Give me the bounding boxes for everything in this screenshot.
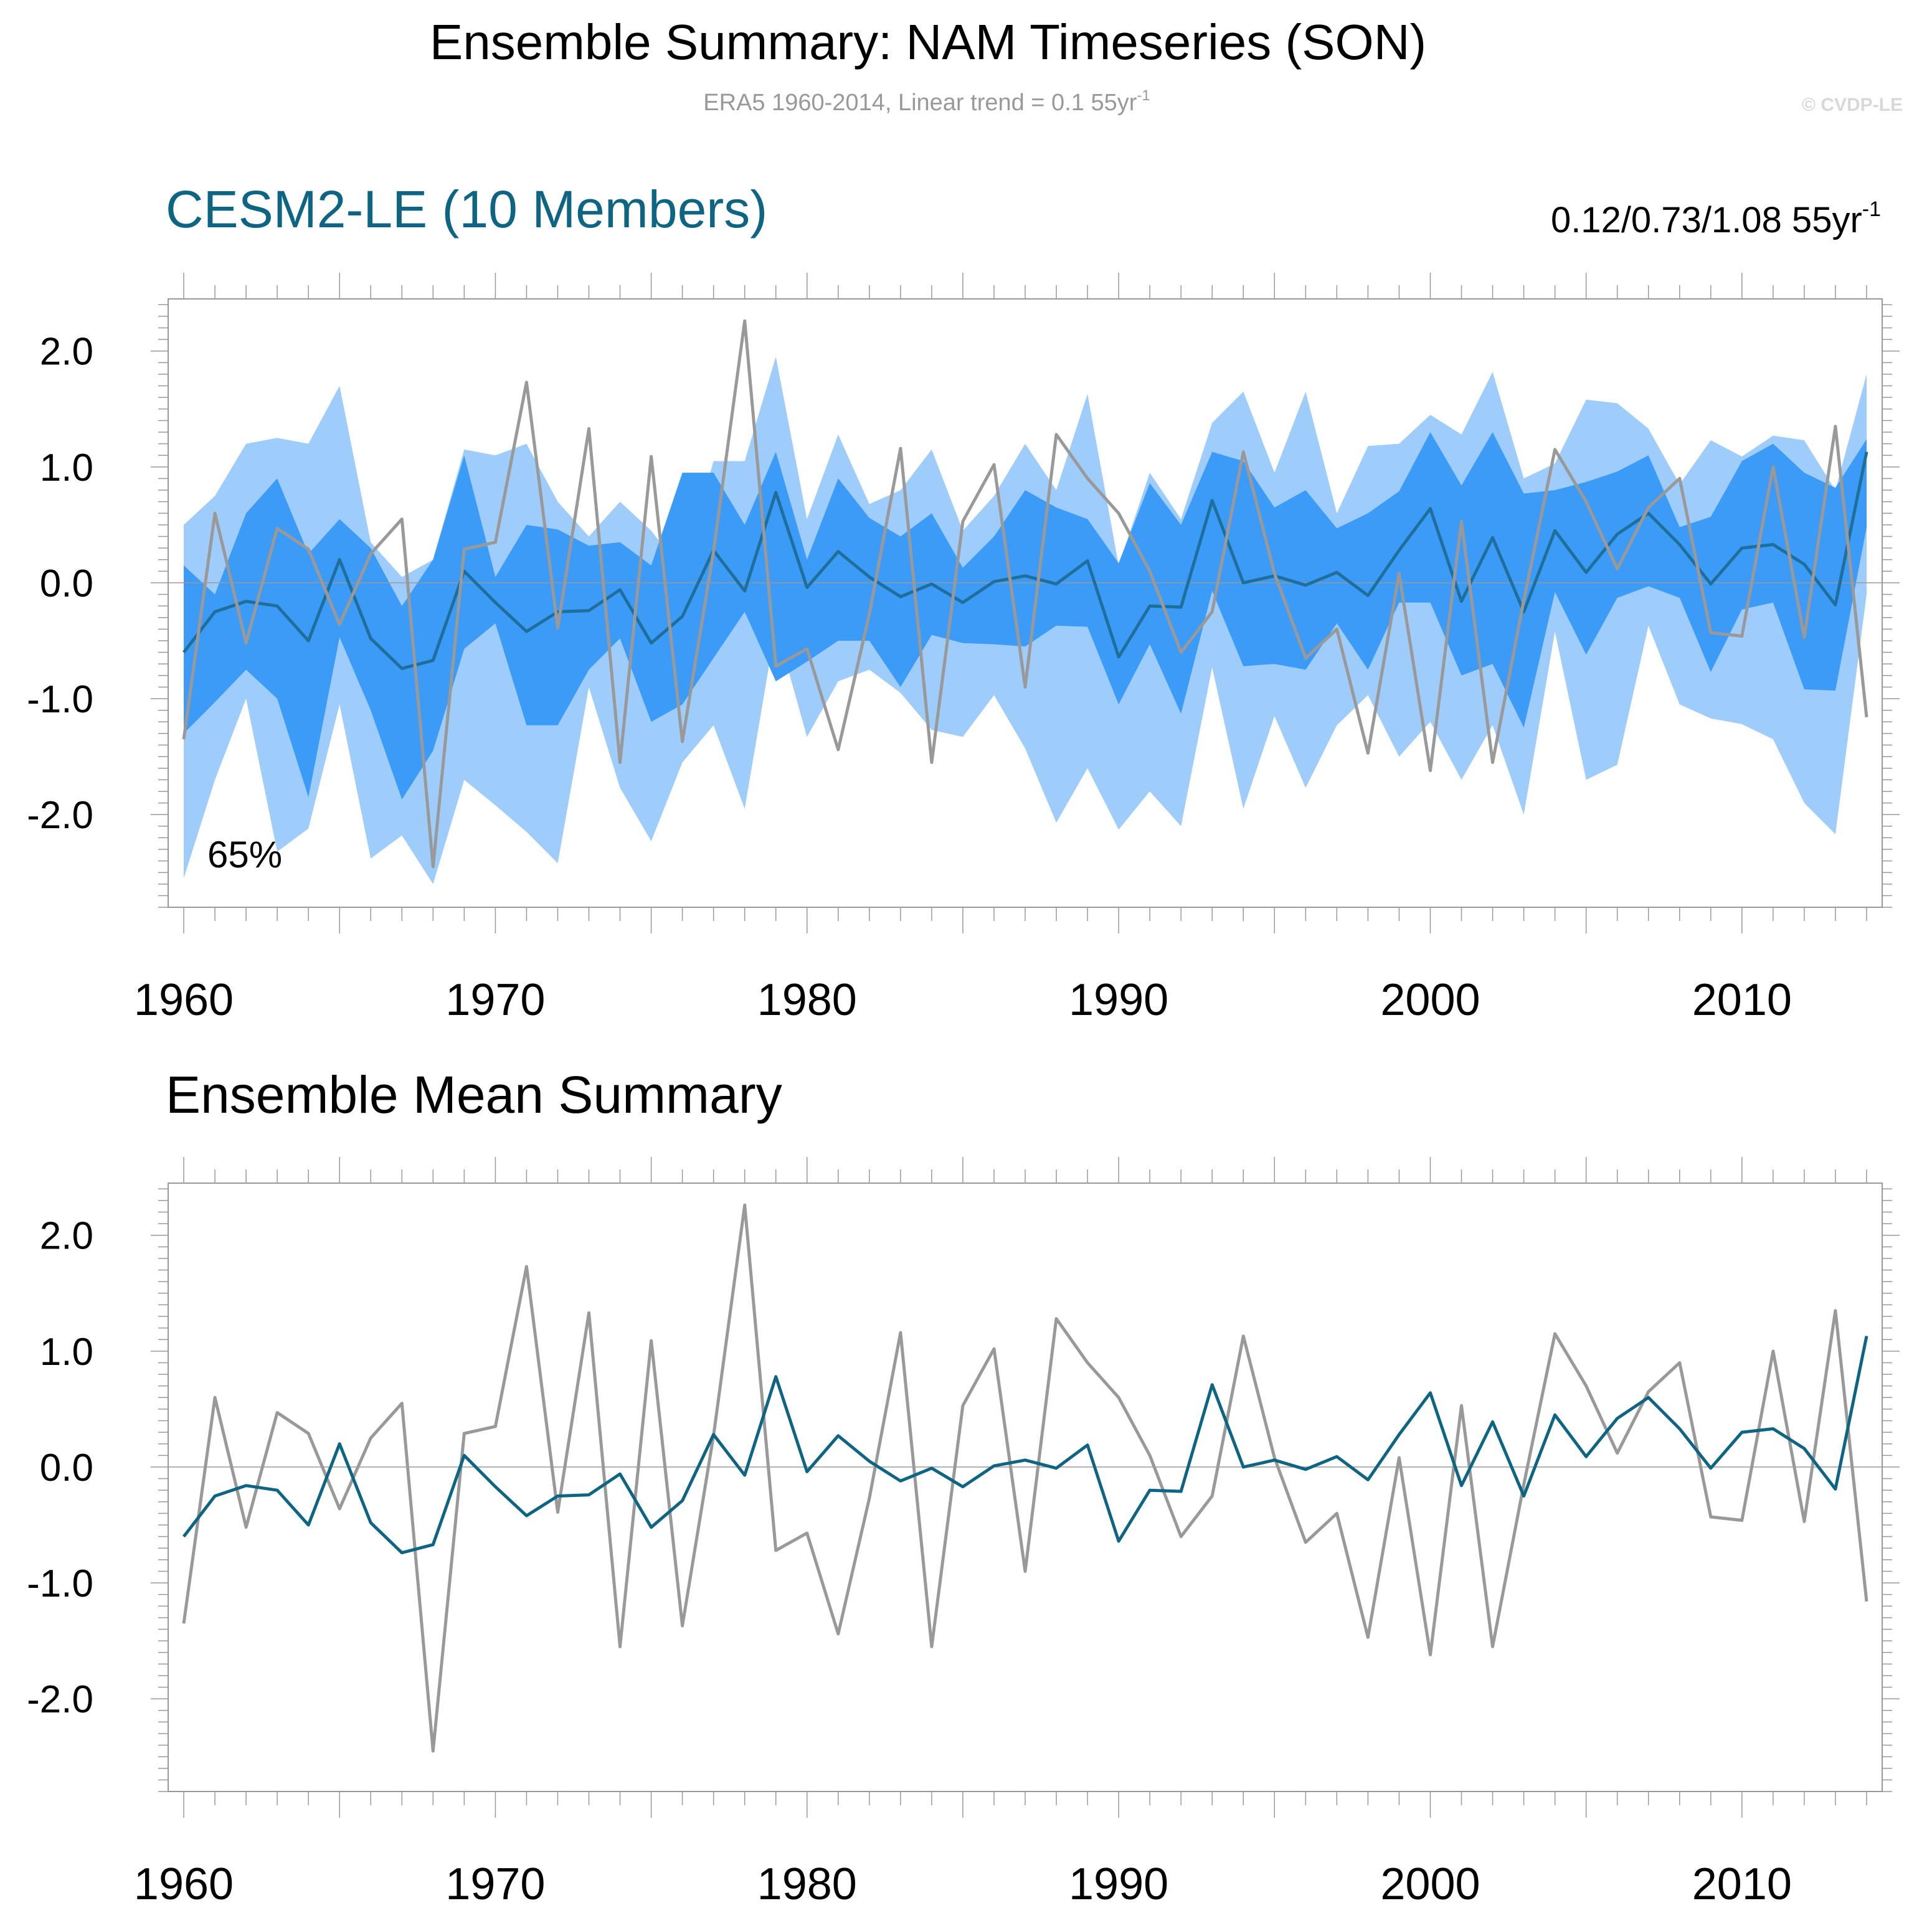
top-panel: 2.0 1.0 0.0 -1.0 -2.0 1960 1970 1980 1990 2000 201… xyxy=(27,273,1900,1025)
percent-label: 65% xyxy=(207,834,282,876)
x-tick-label: 2010 xyxy=(1692,1859,1792,1909)
y-tick-label: 1.0 xyxy=(40,446,93,489)
ensemble-spread-bands xyxy=(184,357,1867,884)
y-tick-label: -2.0 xyxy=(27,1678,93,1721)
y-tick-label: -2.0 xyxy=(27,794,93,837)
watermark: © CVDP-LE xyxy=(1802,95,1903,115)
y-tick-label: 2.0 xyxy=(40,1215,93,1258)
bottom-panel-frame xyxy=(168,1183,1883,1792)
x-tick-label: 2000 xyxy=(1380,975,1480,1025)
bottom-panel-title: Ensemble Mean Summary xyxy=(166,1065,782,1124)
x-tick-label: 1990 xyxy=(1069,975,1168,1025)
x-tick-label: 2010 xyxy=(1692,975,1792,1025)
x-tick-label: 1990 xyxy=(1069,1859,1168,1909)
x-tick-label: 1970 xyxy=(445,1859,545,1909)
figure-title: Ensemble Summary: NAM Timeseries (SON) xyxy=(430,14,1426,70)
x-tick-label: 1980 xyxy=(757,1859,857,1909)
inner-spread-band xyxy=(184,432,1867,800)
y-tick-label: 0.0 xyxy=(40,562,93,605)
x-tick-label: 1960 xyxy=(134,975,234,1025)
x-tick-label: 1970 xyxy=(445,975,545,1025)
y-tick-label: 2.0 xyxy=(40,331,93,374)
top-panel-title: CESM2-LE (10 Members) xyxy=(166,180,767,238)
y-tick-label: 0.0 xyxy=(40,1447,93,1489)
top-panel-trend-label: 0.12/0.73/1.08 55yr-1 xyxy=(1551,197,1881,240)
bottom-panel-axes: 2.0 1.0 0.0 -1.0 -2.0 1960 1970 1980 1990 2000 201… xyxy=(27,1157,1900,1909)
bottom-panel: 2.0 1.0 0.0 -1.0 -2.0 1960 1970 1980 1990 2000 201… xyxy=(27,1157,1900,1909)
y-tick-label: -1.0 xyxy=(27,1562,93,1605)
x-tick-label: 2000 xyxy=(1380,1859,1480,1909)
ensemble-mean-line xyxy=(182,1336,1868,1555)
top-panel-lines xyxy=(168,319,1882,869)
x-tick-label: 1980 xyxy=(757,975,857,1025)
y-tick-label: 1.0 xyxy=(40,1331,93,1374)
ensemble-mean-line xyxy=(182,451,1868,671)
x-tick-label: 1960 xyxy=(134,1859,234,1909)
top-panel-frame xyxy=(168,298,1883,908)
top-panel-axes: 2.0 1.0 0.0 -1.0 -2.0 1960 1970 1980 1990 2000 201… xyxy=(27,273,1900,1025)
observations-line xyxy=(182,1203,1868,1753)
observations-line xyxy=(182,319,1868,869)
bottom-panel-lines xyxy=(168,1203,1882,1753)
figure-subtitle: ERA5 1960-2014, Linear trend = 0.1 55yr-… xyxy=(703,87,1150,116)
y-tick-label: -1.0 xyxy=(27,678,93,721)
